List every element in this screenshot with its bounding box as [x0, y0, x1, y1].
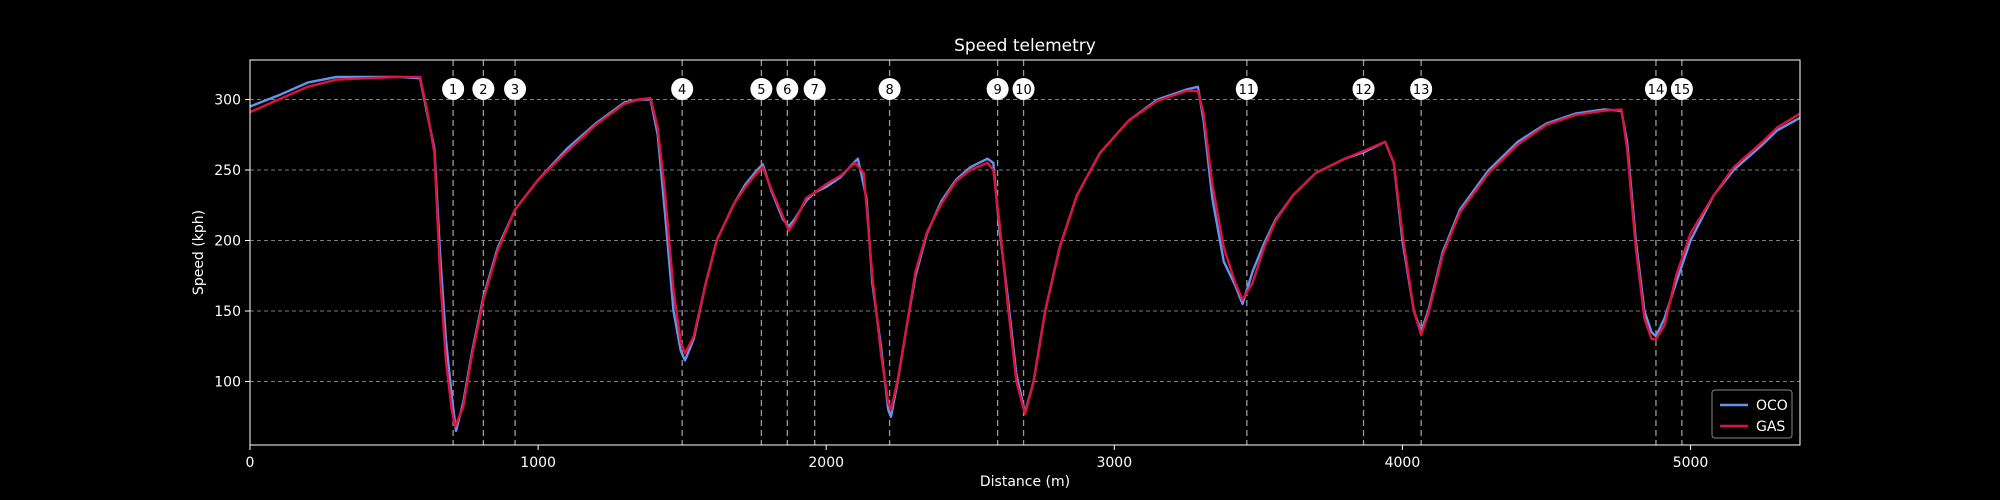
corner-marker-14 — [1644, 78, 1667, 100]
x-axis-label: Distance (m) — [980, 474, 1070, 490]
corner-marker-4 — [671, 78, 694, 100]
corner-marker-10 — [1012, 78, 1035, 100]
plot-frame — [249, 59, 1801, 446]
corner-marker-5 — [750, 78, 773, 100]
legend-label-oco: OCO — [1756, 398, 1788, 414]
x-tick-label: 5000 — [1673, 455, 1709, 471]
corner-marker-3 — [504, 78, 527, 100]
corner-marker-8 — [878, 78, 901, 100]
corner-marker-2 — [472, 78, 495, 100]
legend: OCO GAS — [1711, 389, 1793, 439]
corner-label-3: 3 — [511, 83, 519, 98]
x-tick-label: 0 — [246, 455, 255, 471]
y-axis-label: Speed (kph) — [191, 210, 207, 295]
corner-marker-13 — [1410, 78, 1433, 100]
corner-label-4: 4 — [678, 83, 686, 98]
corner-label-13: 13 — [1413, 83, 1430, 98]
corner-label-7: 7 — [811, 83, 819, 98]
legend-label-gas: GAS — [1756, 419, 1785, 435]
corner-marker-9 — [986, 78, 1009, 100]
corner-label-6: 6 — [783, 83, 791, 98]
x-tick-label: 1000 — [520, 455, 556, 471]
corner-label-5: 5 — [757, 83, 765, 98]
corner-label-15: 15 — [1674, 83, 1691, 98]
corner-label-10: 10 — [1015, 83, 1032, 98]
corner-label-2: 2 — [479, 83, 487, 98]
corner-lines — [452, 60, 1683, 445]
corner-marker-11 — [1235, 78, 1258, 100]
corner-marker-15 — [1670, 78, 1693, 100]
corner-label-14: 14 — [1648, 83, 1665, 98]
y-axis-ticks: 100 150 200 250 300 — [214, 92, 250, 391]
corner-label-11: 11 — [1239, 83, 1256, 98]
corner-marker-1 — [442, 78, 465, 100]
corner-label-8: 8 — [885, 83, 893, 98]
series-line-gas — [249, 75, 1801, 428]
corner-markers: 1 2 3 4 5 6 7 8 9 10 11 12 13 14 15 — [442, 78, 1693, 100]
y-tick-label: 250 — [214, 163, 241, 179]
corner-label-12: 12 — [1355, 83, 1372, 98]
x-tick-label: 3000 — [1096, 455, 1132, 471]
y-tick-label: 200 — [214, 234, 241, 250]
x-tick-label: 4000 — [1385, 455, 1421, 471]
y-tick-label: 100 — [214, 375, 241, 391]
chart-title: Speed telemetry — [954, 36, 1096, 56]
series-layer — [249, 75, 1801, 433]
corner-marker-6 — [776, 78, 799, 100]
grid-lines — [250, 98, 1800, 383]
y-tick-label: 150 — [214, 304, 241, 320]
corner-marker-7 — [803, 78, 826, 100]
x-axis-ticks: 0 1000 2000 3000 4000 5000 — [246, 445, 1709, 471]
corner-marker-12 — [1352, 78, 1375, 100]
x-tick-label: 2000 — [808, 455, 844, 471]
y-tick-label: 300 — [214, 92, 241, 108]
corner-label-9: 9 — [993, 83, 1001, 98]
corner-label-1: 1 — [449, 83, 457, 98]
